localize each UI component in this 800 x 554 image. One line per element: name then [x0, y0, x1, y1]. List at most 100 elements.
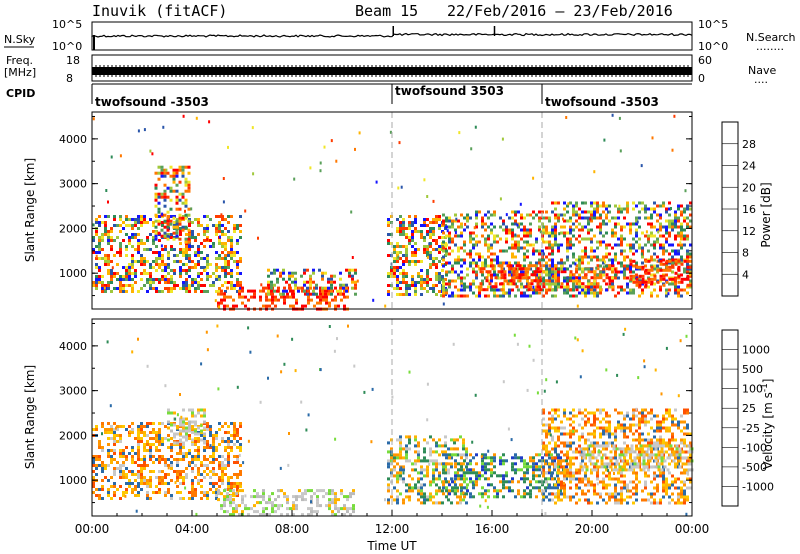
- heatmap-cell: [230, 236, 233, 239]
- heatmap-cell: [330, 289, 333, 293]
- heatmap-cell: [482, 288, 486, 292]
- heatmap-cell: [98, 278, 101, 281]
- heatmap-cell: [119, 218, 122, 221]
- heatmap-cell: [566, 282, 569, 286]
- heatmap-cell: [113, 422, 116, 425]
- heatmap-cell: [584, 288, 587, 292]
- heatmap-cell: [423, 450, 426, 454]
- heatmap-cell: [629, 222, 632, 226]
- heatmap-cell: [638, 459, 641, 463]
- heatmap-cell: [608, 210, 611, 214]
- heatmap-cell: [662, 249, 665, 253]
- heatmap-cell: [131, 266, 134, 269]
- heatmap-cell: [167, 411, 170, 415]
- heatmap-cell: [163, 174, 167, 178]
- heatmap-cell: [107, 464, 110, 467]
- heatmap-cell: [554, 279, 558, 283]
- heatmap-cell: [605, 246, 608, 250]
- heatmap-cell: [617, 477, 620, 481]
- heatmap-cell: [241, 289, 244, 293]
- heatmap-cell: [441, 236, 444, 239]
- heatmap-cell: [572, 204, 575, 208]
- heatmap-cell: [566, 288, 569, 292]
- heatmap-cell: [158, 443, 161, 446]
- heatmap-cell: [659, 277, 663, 281]
- heatmap-cell: [671, 148, 674, 152]
- heatmap-cell: [393, 287, 396, 290]
- heatmap-cell: [223, 510, 226, 514]
- heatmap-cell: [445, 456, 448, 460]
- heatmap-cell: [611, 258, 614, 262]
- heatmap-cell: [187, 213, 191, 217]
- heatmap-cell: [140, 437, 143, 440]
- heatmap-cell: [402, 281, 405, 284]
- heatmap-cell: [442, 480, 445, 484]
- heatmap-cell: [466, 267, 469, 271]
- heatmap-cell: [551, 261, 554, 265]
- heatmap-cell: [460, 492, 463, 496]
- heatmap-cell: [596, 426, 599, 430]
- heatmap-cell: [460, 468, 463, 472]
- heatmap-cell: [146, 443, 149, 446]
- heatmap-cell: [538, 225, 541, 229]
- heatmap-cell: [539, 276, 543, 280]
- heatmap-cell: [453, 447, 456, 451]
- heatmap-cell: [274, 504, 277, 508]
- heatmap-cell: [629, 264, 632, 268]
- heatmap-cell: [465, 492, 468, 496]
- heatmap-cell: [107, 494, 110, 497]
- heatmap-cell: [656, 219, 659, 223]
- heatmap-cell: [532, 459, 535, 463]
- heatmap-cell: [593, 441, 596, 445]
- heatmap-cell: [149, 470, 152, 473]
- heatmap-cell: [472, 456, 475, 460]
- heatmap-cell: [662, 201, 665, 205]
- heatmap-cell: [545, 471, 548, 475]
- heatmap-cell: [479, 285, 483, 289]
- heatmap-cell: [529, 456, 532, 460]
- heatmap-cell: [590, 483, 593, 487]
- heatmap-cell: [182, 458, 185, 461]
- heatmap-cell: [92, 248, 95, 251]
- heatmap-cell: [677, 219, 680, 223]
- heatmap-cell: [167, 254, 170, 257]
- heatmap-cell: [253, 292, 256, 296]
- heatmap-cell: [110, 245, 113, 248]
- heatmap-cell: [623, 483, 626, 487]
- heatmap-cell: [221, 479, 224, 482]
- heatmap-cell: [426, 272, 429, 275]
- heatmap-cell: [475, 294, 478, 298]
- heatmap-cell: [479, 267, 483, 271]
- heatmap-cell: [474, 125, 477, 129]
- heatmap-cell: [214, 299, 217, 303]
- heatmap-cell: [315, 286, 318, 290]
- heatmap-cell: [638, 210, 641, 214]
- heatmap-cell: [487, 477, 490, 481]
- heatmap-cell: [191, 236, 194, 239]
- heatmap-cell: [221, 218, 224, 221]
- heatmap-cell: [137, 458, 140, 461]
- heatmap-cell: [451, 267, 454, 271]
- heatmap-cell: [451, 453, 454, 457]
- heatmap-cell: [157, 171, 161, 175]
- heatmap-cell: [542, 240, 545, 244]
- heatmap-cell: [596, 216, 599, 220]
- heatmap-cell: [602, 201, 605, 205]
- heatmap-cell: [294, 271, 297, 275]
- heatmap-cell: [523, 225, 526, 229]
- heatmap-cell: [563, 426, 566, 430]
- heatmap-cell: [215, 458, 218, 461]
- heatmap-cell: [572, 432, 575, 436]
- heatmap-cell: [426, 195, 429, 198]
- heatmap-cell: [551, 420, 554, 424]
- heatmap-cell: [140, 218, 143, 221]
- heatmap-cell: [387, 275, 390, 278]
- heatmap-cell: [614, 438, 617, 442]
- heatmap-cell: [557, 480, 560, 484]
- heatmap-cell: [514, 468, 517, 472]
- heatmap-cell: [620, 249, 623, 253]
- heatmap-cell: [175, 189, 179, 193]
- heatmap-cell: [426, 269, 429, 272]
- heatmap-cell: [542, 270, 545, 274]
- heatmap-cell: [482, 267, 486, 271]
